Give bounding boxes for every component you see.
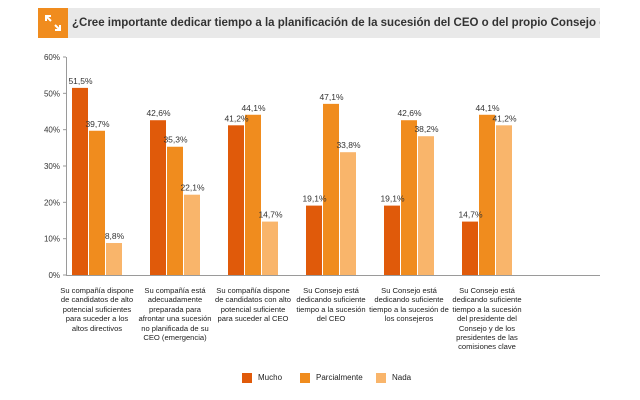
y-tick-label: 50% <box>44 89 60 98</box>
data-label: 41,2% <box>492 113 517 123</box>
legend-label: Mucho <box>258 373 283 382</box>
data-label: 14,7% <box>258 210 283 220</box>
data-label: 42,6% <box>397 108 422 118</box>
data-label: 35,3% <box>163 135 188 145</box>
bar-parcialmente <box>89 130 105 275</box>
data-label: 38,2% <box>414 124 439 134</box>
bar-mucho <box>72 87 88 275</box>
data-label: 22,1% <box>180 183 205 193</box>
data-label: 42,6% <box>146 108 171 118</box>
bar-mucho <box>150 120 166 275</box>
y-tick-label: 30% <box>44 162 60 171</box>
bar-nada <box>262 221 278 275</box>
bar-mucho <box>228 125 244 275</box>
y-tick-label: 0% <box>48 271 60 280</box>
data-label: 19,1% <box>380 194 405 204</box>
x-category-label: Su compañía dispone de candidatos de alt… <box>60 286 134 333</box>
y-tick-label: 10% <box>44 235 60 244</box>
data-label: 41,2% <box>224 113 249 123</box>
y-tick-label: 40% <box>44 126 60 135</box>
bar-parcialmente <box>167 146 183 275</box>
bar-mucho <box>462 221 478 275</box>
data-label: 19,1% <box>302 194 327 204</box>
bar-nada <box>418 136 434 275</box>
data-label: 14,7% <box>458 210 483 220</box>
x-category-label: Su Consejo está dedicando suficiente tie… <box>369 286 449 324</box>
x-category-label: Su Consejo está dedicando suficiente tie… <box>296 286 366 324</box>
legend-label: Parcialmente <box>316 373 363 382</box>
data-label: 8,8% <box>105 231 125 241</box>
data-label: 33,8% <box>336 140 361 150</box>
title-bar <box>38 8 600 38</box>
legend-swatch <box>376 373 386 383</box>
x-category-label: Su compañía está adecuadamente preparada… <box>138 286 212 343</box>
data-label: 44,1% <box>241 103 266 113</box>
legend-label: Nada <box>392 373 412 382</box>
data-label: 51,5% <box>68 76 93 86</box>
expand-arrows-icon[interactable] <box>38 8 68 38</box>
bar-nada <box>496 125 512 275</box>
bar-parcialmente <box>245 114 261 276</box>
bar-parcialmente <box>479 114 495 276</box>
bar-mucho <box>306 205 322 275</box>
data-label: 39,7% <box>85 119 110 129</box>
x-category-label: Su compañía dispone de candidatos con al… <box>215 286 291 324</box>
chart-title: ¿Cree importante dedicar tiempo a la pla… <box>72 17 600 29</box>
legend-swatch <box>300 373 310 383</box>
y-tick-label: 20% <box>44 198 60 207</box>
bar-nada <box>106 243 122 275</box>
bar-parcialmente <box>323 103 339 275</box>
x-category-label: Su Consejo está dedicando suficiente tie… <box>452 286 522 352</box>
bar-nada <box>340 152 356 275</box>
data-label: 44,1% <box>475 103 500 113</box>
y-tick-label: 60% <box>44 53 60 62</box>
data-label: 47,1% <box>319 92 344 102</box>
bar-parcialmente <box>401 120 417 275</box>
bar-chart: 0% 10% 20% 30% 40% 50% 60% 51,5% 39,7% 8,8% 42,6%… <box>44 53 600 280</box>
bar-mucho <box>384 205 400 275</box>
bar-nada <box>184 194 200 275</box>
legend-swatch <box>242 373 252 383</box>
